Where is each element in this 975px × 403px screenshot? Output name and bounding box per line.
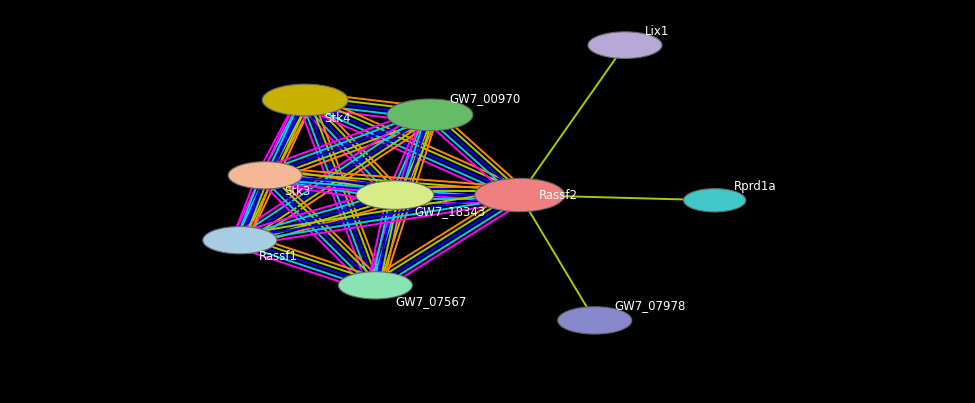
Ellipse shape xyxy=(338,272,412,299)
Ellipse shape xyxy=(356,181,434,210)
Text: GW7_00970: GW7_00970 xyxy=(449,92,521,105)
Ellipse shape xyxy=(228,162,302,189)
Text: Rprd1a: Rprd1a xyxy=(734,180,777,193)
Ellipse shape xyxy=(588,32,662,58)
Text: Rassf1: Rassf1 xyxy=(259,250,298,263)
Text: Lix1: Lix1 xyxy=(644,25,669,37)
Ellipse shape xyxy=(262,84,348,116)
Ellipse shape xyxy=(203,226,277,254)
Ellipse shape xyxy=(387,99,473,131)
Text: Stk3: Stk3 xyxy=(285,185,311,198)
Text: GW7_07978: GW7_07978 xyxy=(614,299,685,312)
Text: GW7_07567: GW7_07567 xyxy=(395,295,466,308)
Ellipse shape xyxy=(475,179,565,212)
Ellipse shape xyxy=(683,189,746,212)
Text: GW7_18343: GW7_18343 xyxy=(414,205,486,218)
Ellipse shape xyxy=(558,307,632,334)
Text: Rassf2: Rassf2 xyxy=(539,189,578,202)
Text: Stk4: Stk4 xyxy=(325,112,351,125)
